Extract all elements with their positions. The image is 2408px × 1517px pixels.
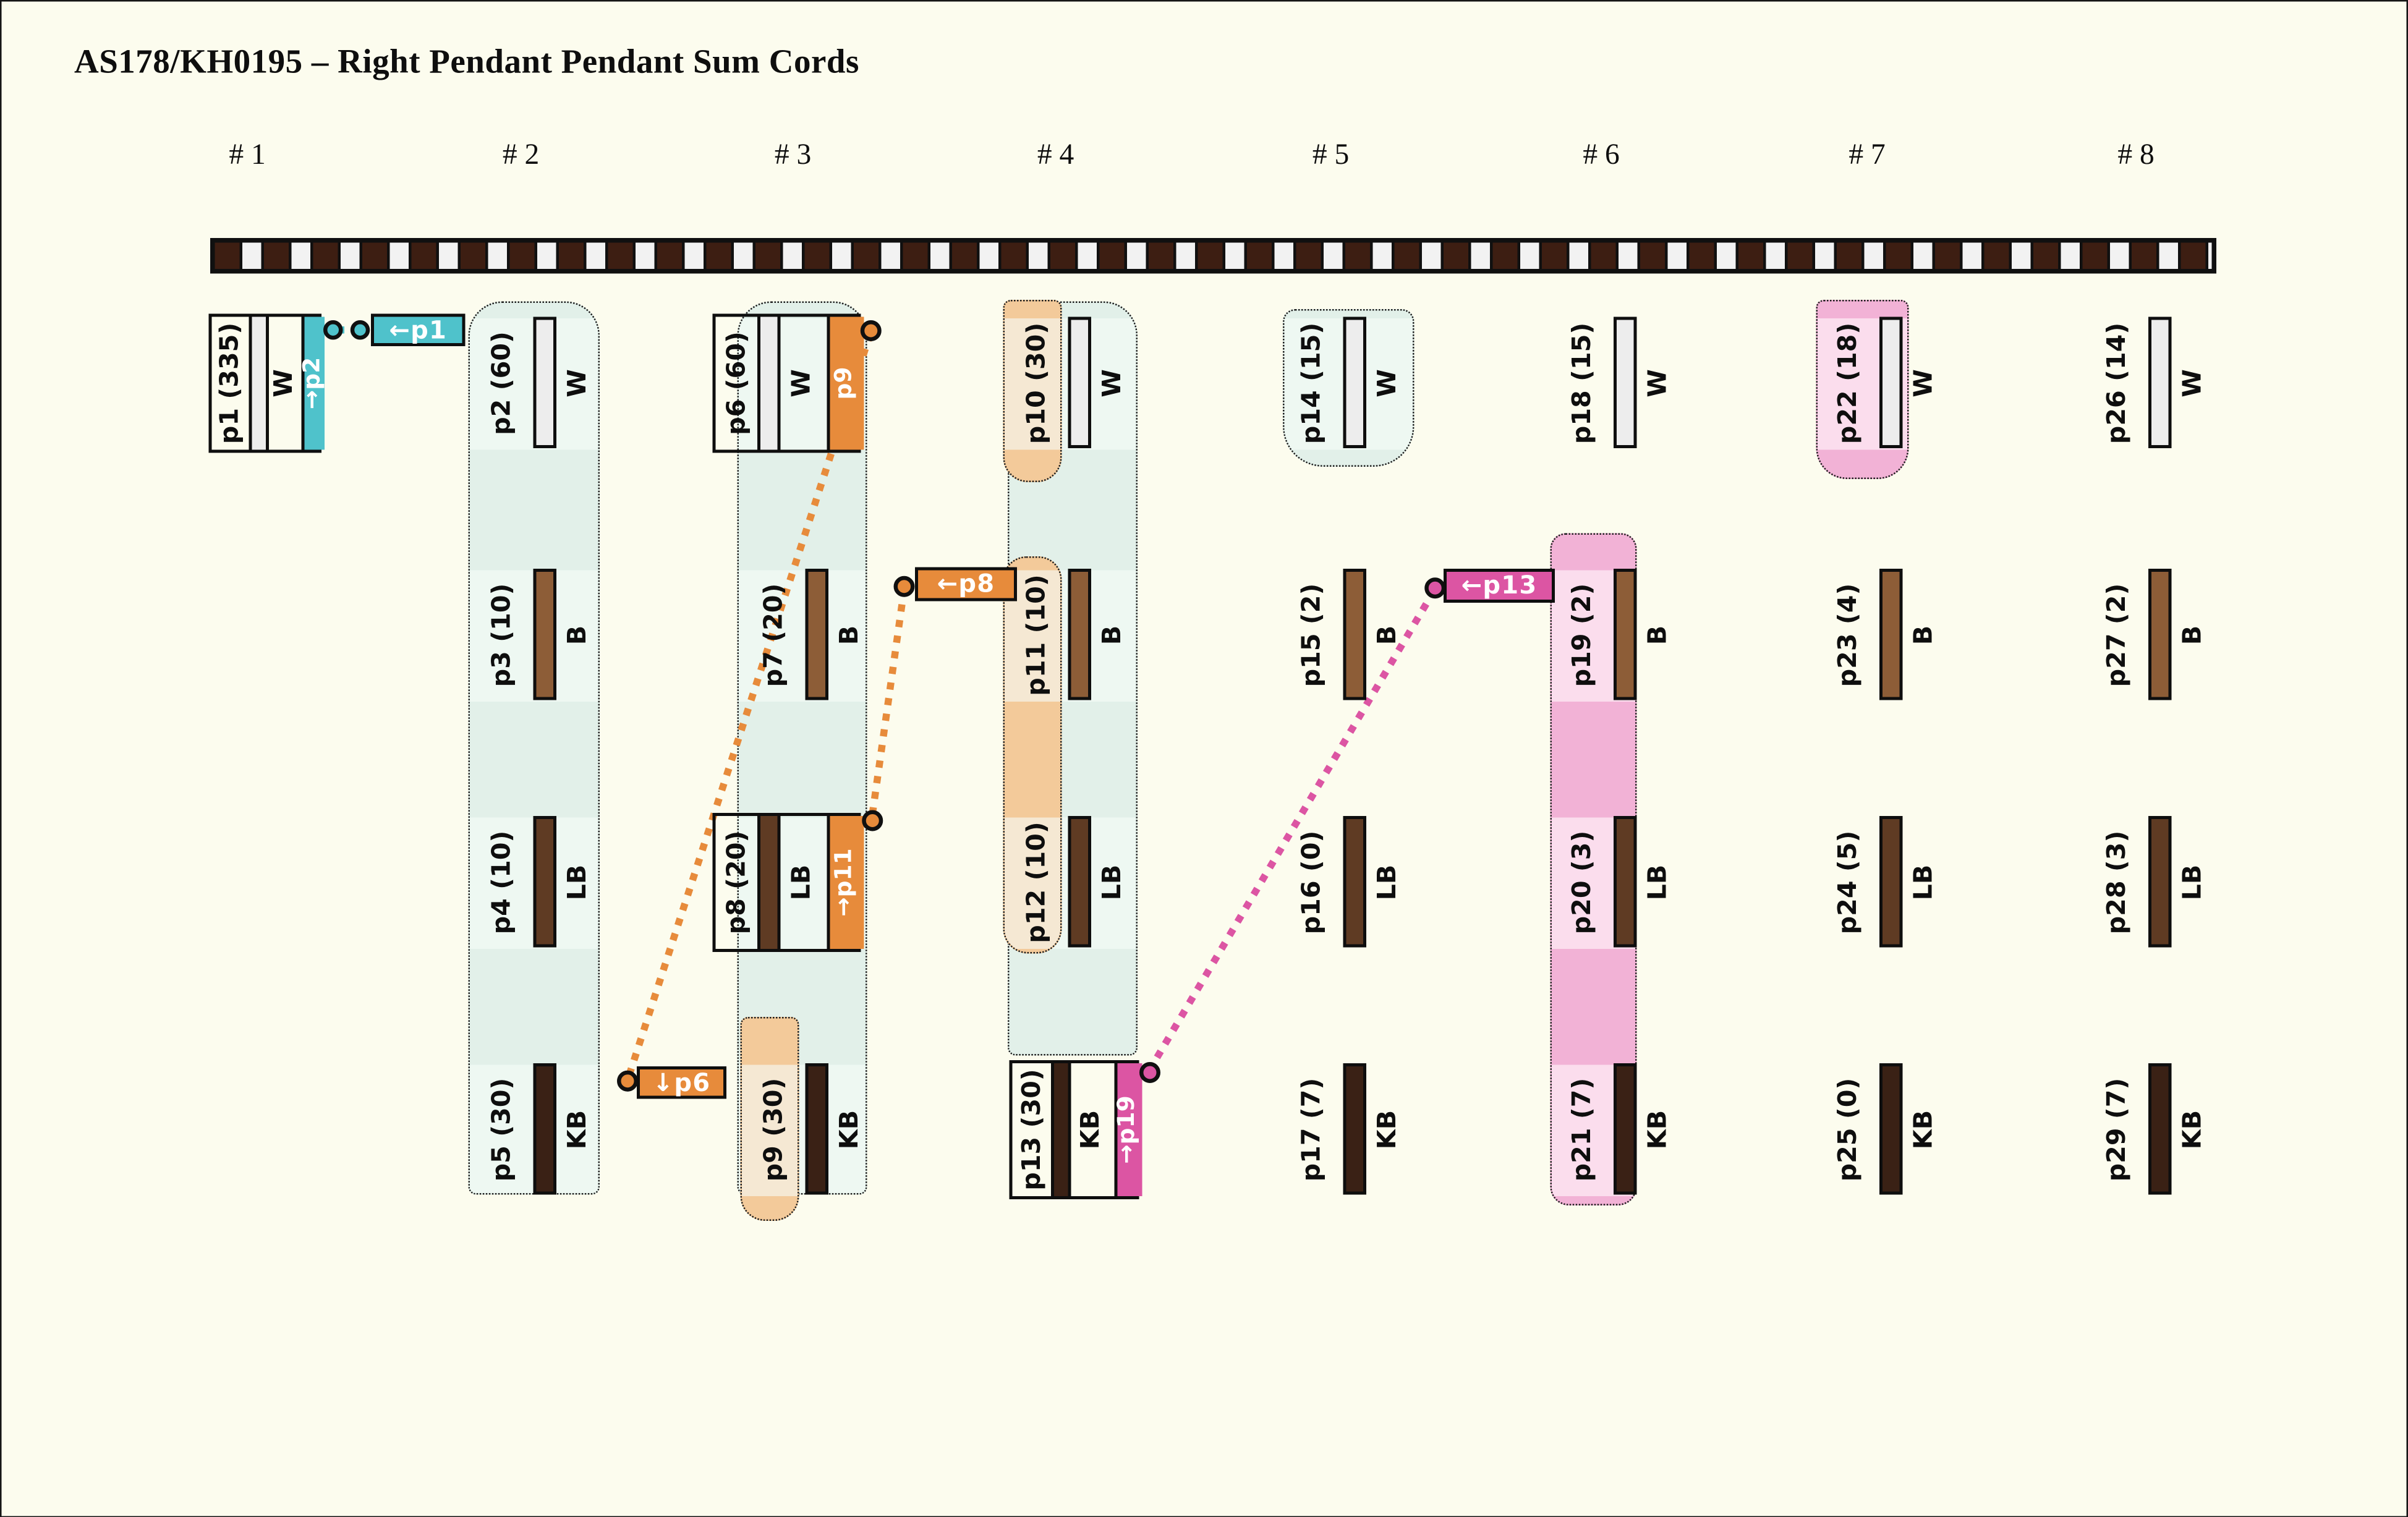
group-header-8: # 8 <box>2117 139 2155 172</box>
pendant-bar-kb <box>533 1063 556 1195</box>
sum-cell-p6 <box>827 316 864 449</box>
pendant-box-p8 <box>712 812 864 951</box>
group-header-6: # 6 <box>1583 139 1620 172</box>
group-header-7: # 7 <box>1849 139 1886 172</box>
pendant-bar-lb <box>1614 816 1637 948</box>
pendant-bar-b <box>1614 569 1637 700</box>
pendant-bar-b <box>1068 569 1091 700</box>
link-end-dot <box>323 320 343 340</box>
pendant-bar-w <box>249 313 269 453</box>
pendant-bar-w <box>757 313 781 453</box>
pendant-bar-b <box>533 569 556 700</box>
group-header-5: # 5 <box>1312 139 1350 172</box>
pendant-box-p6 <box>712 313 864 453</box>
sum-cell-p13 <box>1114 1062 1142 1196</box>
pendant-bar-kb <box>1051 1059 1071 1199</box>
pendant-bar-b <box>2148 569 2172 700</box>
sum-cell-p1 <box>301 316 325 449</box>
link-end-dot <box>860 320 882 341</box>
pendant-bar-w <box>1343 317 1366 448</box>
diagram-title: AS178/KH0195 – Right Pendant Pendant Sum… <box>74 41 859 81</box>
primary-cord <box>210 238 2216 274</box>
connector-label-ref-p13: ←p13 <box>1444 569 1555 603</box>
tan-highlight-column <box>1003 300 1062 482</box>
pendant-bar-kb <box>1614 1063 1637 1195</box>
connector-label-ref-p6: ↓p6 <box>637 1066 726 1099</box>
pendant-bar-lb <box>757 812 781 951</box>
sum-link-line <box>868 588 908 820</box>
pendant-bar-lb <box>1343 816 1366 948</box>
highlight-row-band <box>1005 817 1060 949</box>
pendant-bar-kb <box>2148 1063 2172 1195</box>
connector-label-ref-p1: ←p1 <box>371 313 466 346</box>
group-header-2: # 2 <box>502 139 540 172</box>
link-end-dot <box>617 1070 638 1092</box>
pendant-bar-lb <box>2148 816 2172 948</box>
pendant-bar-b <box>805 569 828 700</box>
pendant-bar-kb <box>1343 1063 1366 1195</box>
pendant-bar-w <box>1068 317 1091 448</box>
link-end-dot <box>1139 1062 1160 1083</box>
pendant-bar-b <box>1879 569 1903 700</box>
link-end-dot <box>350 320 370 340</box>
highlight-row-band <box>1005 318 1060 450</box>
link-end-dot <box>1424 577 1446 599</box>
pendant-bar-w <box>2148 317 2172 448</box>
sum-link-line <box>624 333 874 1082</box>
connector-label-ref-p8: ←p8 <box>915 567 1017 601</box>
pendant-bar-lb <box>533 816 556 948</box>
group-header-3: # 3 <box>774 139 812 172</box>
highlight-row-band <box>742 1064 798 1196</box>
pendant-bar-b <box>1343 569 1366 700</box>
group-header-4: # 4 <box>1037 139 1074 172</box>
pendant-bar-w <box>533 317 556 448</box>
tan-highlight-column <box>1003 556 1062 954</box>
link-end-dot <box>893 576 915 597</box>
link-end-dot <box>862 810 883 831</box>
pendant-bar-w <box>1879 317 1903 448</box>
pendant-bar-kb <box>805 1063 828 1195</box>
group-header-1: # 1 <box>229 139 266 172</box>
pendant-bar-lb <box>1068 816 1091 948</box>
pendant-bar-lb <box>1879 816 1903 948</box>
sum-cell-p8 <box>827 815 864 948</box>
pendant-box-p13 <box>1009 1059 1142 1199</box>
pendant-bar-w <box>1614 317 1637 448</box>
pendant-bar-kb <box>1879 1063 1903 1195</box>
tan-highlight-column <box>740 1017 799 1221</box>
